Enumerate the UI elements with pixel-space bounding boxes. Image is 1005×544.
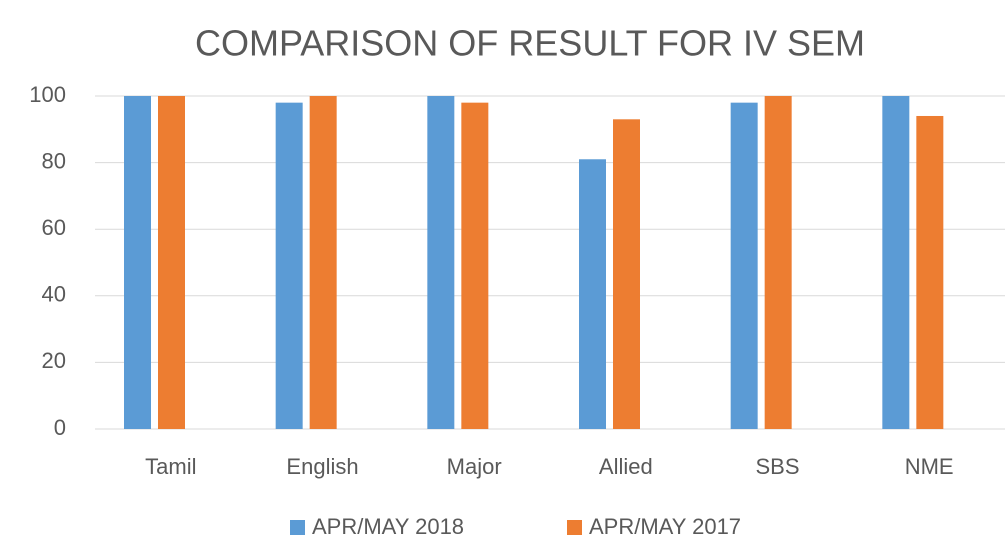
bar [730,102,758,429]
legend-label: APR/MAY 2018 [312,514,464,539]
x-tick-label: Allied [599,454,653,479]
legend-swatch [290,520,305,535]
bar [579,159,606,429]
bar [461,102,489,429]
y-tick-label: 80 [42,148,66,173]
chart-title: COMPARISON OF RESULT FOR IV SEM [195,23,865,64]
bar [309,96,337,429]
x-tick-label: SBS [755,454,799,479]
x-tick-label: Tamil [145,454,196,479]
y-tick-label: 40 [42,282,66,307]
bar [764,96,792,429]
legend-swatch [567,520,582,535]
bar [158,96,185,429]
bar [882,96,910,429]
y-tick-label: 60 [42,215,66,240]
bar [613,119,640,429]
bar [275,102,303,429]
legend-label: APR/MAY 2017 [589,514,741,539]
bar [916,115,944,429]
x-tick-label: English [286,454,358,479]
y-tick-label: 0 [54,415,66,440]
y-tick-label: 100 [29,82,66,107]
x-tick-label: Major [447,454,502,479]
y-tick-label: 20 [42,348,66,373]
bar [124,96,151,429]
x-tick-label: NME [905,454,954,479]
bar [427,96,455,429]
